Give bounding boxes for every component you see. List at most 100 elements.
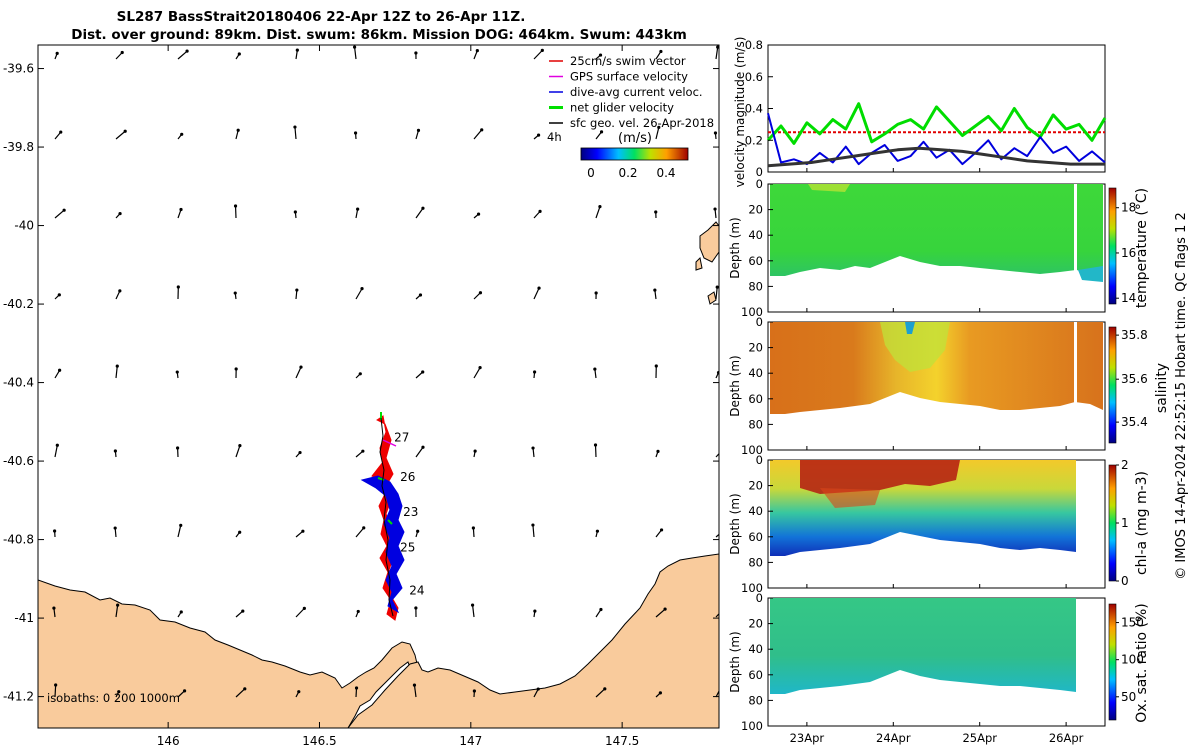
current-arrow-head bbox=[418, 293, 423, 297]
depth-tick-label: 100 bbox=[741, 719, 763, 733]
current-arrow-head bbox=[115, 364, 119, 368]
current-arrow bbox=[595, 688, 606, 698]
depth-tick-label: 60 bbox=[748, 530, 763, 544]
depth-tick-label: 0 bbox=[756, 591, 763, 605]
depth-tick-label: 80 bbox=[748, 279, 763, 293]
current-arrow-head bbox=[233, 291, 237, 295]
day-label: 26 bbox=[400, 470, 415, 484]
isobaths-label: isobaths: 0 200 1000m bbox=[47, 691, 180, 705]
current-arrow bbox=[595, 206, 601, 219]
depth-tick-label: 80 bbox=[748, 693, 763, 707]
current-arrow-head bbox=[293, 125, 297, 129]
chla-bloom bbox=[800, 460, 960, 494]
current-arrow bbox=[353, 47, 357, 60]
map-legend: 25cm/s swim vector GPS surface velocitydi… bbox=[549, 54, 714, 130]
depth-axis-label: Depth (m) bbox=[728, 355, 742, 416]
current-arrow-head bbox=[472, 689, 476, 693]
current-arrow-head bbox=[538, 209, 542, 213]
colorbar-tick-label: 0 bbox=[1121, 574, 1129, 588]
current-arrow-head bbox=[180, 132, 184, 136]
current-arrow-head bbox=[179, 610, 183, 614]
velocity-ylabel: velocity magnitude (m/s) bbox=[733, 37, 747, 188]
current-arrow bbox=[473, 367, 481, 379]
figure-title-line1: SL287 BassStrait20180406 22-Apr 12Z to 2… bbox=[117, 9, 526, 25]
current-arrow bbox=[177, 525, 182, 538]
land-island-small-3 bbox=[707, 291, 717, 305]
depth-axis-label: Depth (m) bbox=[728, 493, 742, 554]
current-arrow-head bbox=[536, 133, 541, 137]
colorbar-tick-label: 2 bbox=[1121, 458, 1129, 472]
current-arrow-head bbox=[123, 129, 127, 133]
current-arrow bbox=[715, 613, 719, 618]
current-arrow-head bbox=[713, 131, 718, 135]
salinity-label: salinity bbox=[1154, 363, 1170, 413]
map-ticks: 146 146.5 147 147.5 -39.6 -39.8 -40 -40.2 -40.4 -… bbox=[3, 45, 719, 748]
current-arrow-head bbox=[414, 51, 418, 55]
velocity-ytick-label: 0.4 bbox=[745, 102, 763, 116]
current-arrow-head bbox=[293, 210, 297, 214]
current-arrow-head bbox=[236, 128, 240, 132]
current-arrow-head bbox=[358, 372, 362, 376]
current-arrow-head bbox=[657, 125, 661, 129]
current-arrow-head bbox=[118, 211, 122, 216]
colorbar-tick-label: 1 bbox=[1121, 516, 1129, 530]
current-arrow-head bbox=[233, 204, 238, 208]
time-tick-label: 24Apr bbox=[876, 731, 911, 745]
current-arrow bbox=[115, 130, 126, 140]
current-arrow-head bbox=[598, 53, 603, 57]
depth-axes: 0 20 40 60 80 100 Depth (m) 0 20 40 60 80 100 Depth (… bbox=[728, 177, 773, 733]
colorbar-tick-label: 50 bbox=[1121, 690, 1136, 704]
current-arrow-head bbox=[416, 529, 420, 533]
current-arrow-head bbox=[659, 49, 663, 54]
time-series-panels: 0 0.2 0.4 0.6 0.8 velocity magnitude (m/s) 1… bbox=[728, 37, 1189, 745]
current-arrow-head bbox=[663, 607, 667, 611]
current-arrow-head bbox=[55, 51, 59, 56]
map-ytick-label: -40.6 bbox=[3, 454, 34, 468]
current-arrow-head bbox=[356, 207, 360, 211]
current-arrow-head bbox=[59, 130, 63, 134]
current-arrow-head bbox=[414, 606, 418, 610]
depth-tick-label: 20 bbox=[748, 341, 763, 355]
current-arrow-head bbox=[353, 131, 358, 135]
current-arrow bbox=[295, 607, 305, 618]
legend-item-label: GPS surface velocity bbox=[570, 70, 688, 84]
current-arrow-head bbox=[176, 285, 180, 289]
velocity-plot bbox=[766, 102, 1107, 168]
current-arrow-head bbox=[113, 526, 117, 530]
depth-tick-label: 80 bbox=[748, 417, 763, 431]
current-arrow-head bbox=[421, 445, 425, 449]
current-arrow-head bbox=[473, 449, 477, 453]
current-arrow-head bbox=[299, 365, 303, 369]
map-xtick-label: 147 bbox=[459, 734, 482, 748]
current-arrow-head bbox=[53, 529, 57, 533]
current-arrow-head bbox=[354, 686, 359, 690]
map-ytick-label: -40 bbox=[14, 219, 34, 233]
velocity-ticks: 0 0.2 0.4 0.6 0.8 bbox=[745, 38, 773, 179]
current-arrow-head bbox=[659, 528, 664, 532]
current-arrow-head bbox=[52, 606, 56, 610]
current-arrow-head bbox=[471, 526, 475, 530]
current-arrow-head bbox=[57, 293, 61, 297]
colorbar-tick-label: 150 bbox=[1121, 616, 1144, 630]
current-arrow-head bbox=[238, 444, 242, 448]
current-arrow-head bbox=[653, 288, 657, 292]
oxygen-label: Ox. sat. ratio (%) bbox=[1134, 603, 1150, 722]
salinity-gap bbox=[1074, 322, 1077, 410]
map-colorbar bbox=[580, 147, 689, 161]
map-ytick-label: -41.2 bbox=[3, 690, 34, 704]
depth-tick-label: 0 bbox=[756, 177, 763, 191]
current-arrow-head bbox=[179, 207, 183, 212]
map-panel: 27 26 23 25 24 146 146.5 147 147.5 -39.6 -39.8 -40… bbox=[3, 44, 720, 748]
temperature-label: temperature (°C) bbox=[1134, 188, 1150, 308]
current-arrow-head bbox=[715, 285, 719, 289]
salinity-ticks: 35.4 35.6 35.8 bbox=[1116, 328, 1148, 429]
current-arrow-head bbox=[476, 212, 481, 216]
current-arrow bbox=[235, 445, 241, 458]
current-arrow-head bbox=[593, 443, 598, 447]
current-arrow-head bbox=[182, 689, 187, 693]
salinity-fresh-top bbox=[905, 322, 915, 334]
current-arrow-head bbox=[533, 609, 537, 613]
current-arrow-head bbox=[603, 687, 607, 691]
current-arrow-head bbox=[658, 691, 662, 695]
depth-tick-label: 80 bbox=[748, 555, 763, 569]
